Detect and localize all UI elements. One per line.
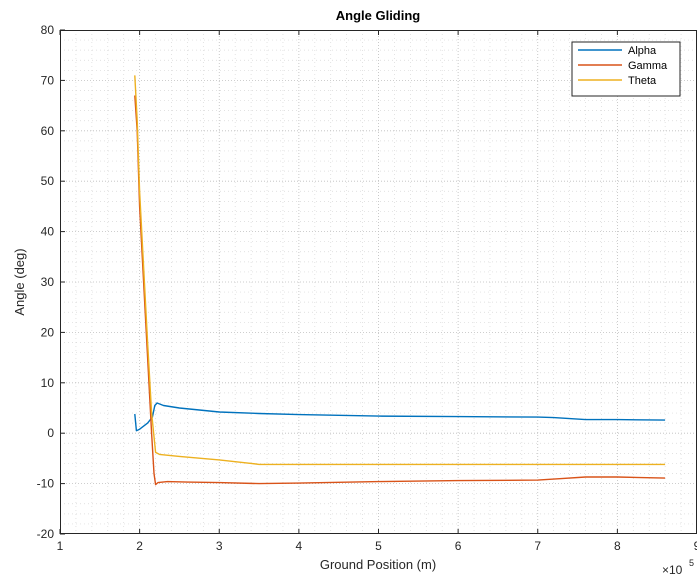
legend-label-gamma: Gamma <box>628 60 668 72</box>
y-tick-label: -10 <box>37 477 55 491</box>
y-tick-label: 30 <box>41 275 55 289</box>
x-tick-label: 2 <box>136 539 143 553</box>
x-exponent: ×10 5 <box>662 558 694 577</box>
y-tick-label: -20 <box>37 527 55 541</box>
y-tick-label: 50 <box>41 174 55 188</box>
series-line-alpha <box>134 402 666 432</box>
x-tick-label: 1 <box>57 539 64 553</box>
legend-label-theta: Theta <box>628 75 657 87</box>
x-exponent-base: ×10 <box>662 563 683 577</box>
y-tick-label: 0 <box>47 426 54 440</box>
x-tick-label: 6 <box>455 539 462 553</box>
legend-label-alpha: Alpha <box>628 45 657 57</box>
y-tick-labels: -20 -10 0 10 20 30 40 50 60 70 80 <box>37 23 55 541</box>
x-tick-labels: 1 2 3 4 5 6 7 8 9 <box>57 539 697 553</box>
ticks-layer <box>59 29 697 535</box>
y-tick-label: 60 <box>41 124 55 138</box>
y-tick-label: 80 <box>41 23 55 37</box>
series-line-gamma <box>134 95 666 486</box>
y-tick-label: 70 <box>41 73 55 87</box>
x-tick-label: 9 <box>694 539 697 553</box>
y-tick-label: 40 <box>41 225 55 239</box>
series-layer <box>134 75 666 486</box>
legend-box <box>571 41 681 97</box>
series-line-theta <box>134 75 666 466</box>
x-tick-label: 3 <box>216 539 223 553</box>
x-tick-label: 5 <box>375 539 382 553</box>
x-tick-label: 8 <box>614 539 621 553</box>
x-exponent-power: 5 <box>689 558 694 568</box>
major-grid <box>60 30 697 534</box>
x-axis-label: Ground Position (m) <box>320 557 436 572</box>
y-axis-label: Angle (deg) <box>12 248 27 315</box>
x-tick-label: 7 <box>534 539 541 553</box>
chart-title: Angle Gliding <box>336 8 421 23</box>
legend: Alpha Gamma Theta <box>571 41 681 97</box>
x-tick-label: 4 <box>296 539 303 553</box>
y-tick-label: 20 <box>41 325 55 339</box>
y-tick-label: 10 <box>41 376 55 390</box>
